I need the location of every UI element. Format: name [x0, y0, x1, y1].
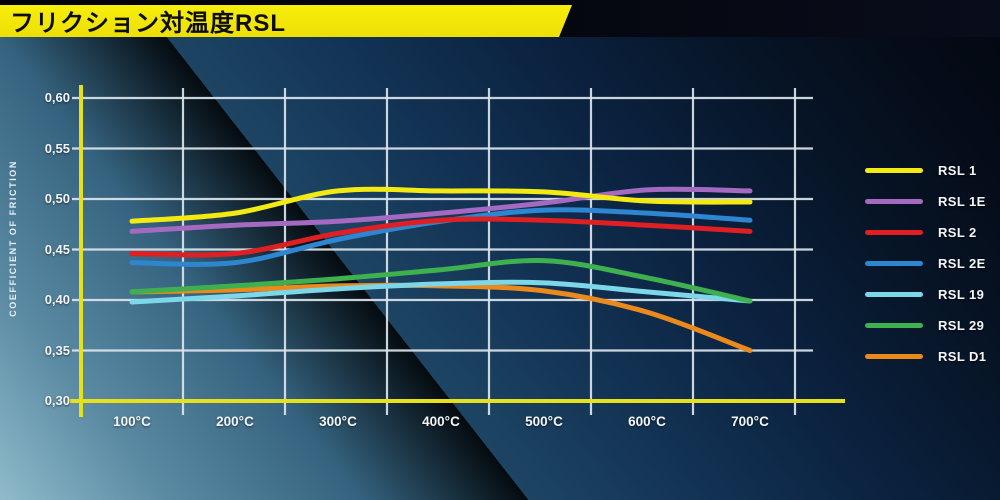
- series-line-rsl-1: [129, 186, 753, 224]
- y-axis-tick-label: 0,40: [44, 292, 70, 307]
- legend-label: RSL 1: [938, 162, 977, 178]
- series-line-rsl-1e: [129, 186, 753, 234]
- y-axis-tick-label: 0,55: [44, 140, 70, 156]
- legend-label: RSL 29: [938, 317, 985, 333]
- legend-swatch-rsld1: [865, 353, 923, 359]
- header-bar: フリクション対温度RSL: [0, 0, 1000, 37]
- legend-swatch-rsl1: [865, 167, 923, 173]
- x-axis-tick-label: 700°C: [731, 414, 769, 429]
- legend-label: RSL 2: [938, 224, 977, 240]
- x-axis-tick-label: 300°C: [319, 414, 357, 429]
- legend-swatch-rsl2e: [865, 260, 923, 266]
- series-line-rsl-29: [129, 257, 753, 304]
- y-axis-tick-label: 0,60: [44, 90, 70, 105]
- legend-label: RSL 19: [938, 286, 985, 302]
- legend: RSL 1 RSL 1E RSL 2 RSL 2E RSL 19 RSL 29: [865, 160, 986, 366]
- x-axis-tick-label: 500°C: [525, 414, 563, 429]
- page-title: フリクション対温度RSL: [10, 9, 286, 37]
- legend-item: RSL 19: [865, 284, 986, 304]
- legend-swatch-rsl19: [865, 291, 923, 297]
- y-axis-tick-label: 0,45: [44, 241, 70, 257]
- legend-item: RSL 1: [865, 160, 986, 180]
- legend-item: RSL 1E: [865, 191, 986, 211]
- x-axis-tick-label: 600°C: [628, 414, 666, 429]
- legend-swatch-rsl1e: [865, 198, 923, 204]
- legend-item: RSL 2: [865, 222, 986, 242]
- legend-item: RSL 29: [865, 315, 986, 335]
- series-line-rsl-19: [129, 279, 753, 305]
- y-axis-tick-label: 0,50: [44, 191, 70, 206]
- legend-item: RSL 2E: [865, 253, 986, 273]
- x-axis-tick-label: 100°C: [113, 414, 151, 429]
- y-axis-tick-label: 0,30: [44, 393, 70, 408]
- legend-label: RSL 2E: [938, 255, 986, 271]
- x-axis-tick-label: 200°C: [216, 414, 254, 429]
- legend-swatch-rsl29: [865, 322, 923, 328]
- x-axis-tick-label: 400°C: [422, 414, 460, 429]
- title-banner: フリクション対温度RSL: [0, 5, 572, 37]
- legend-swatch-rsl2: [865, 229, 923, 235]
- legend-label: RSL 1E: [938, 193, 986, 209]
- series-line-rsl-2: [129, 216, 753, 258]
- legend-label: RSL D1: [938, 348, 987, 364]
- legend-item: RSL D1: [865, 346, 986, 366]
- y-axis-tick-label: 0,35: [44, 342, 70, 358]
- y-axis-title: COEFFICIENT OF FRICTION: [8, 160, 18, 317]
